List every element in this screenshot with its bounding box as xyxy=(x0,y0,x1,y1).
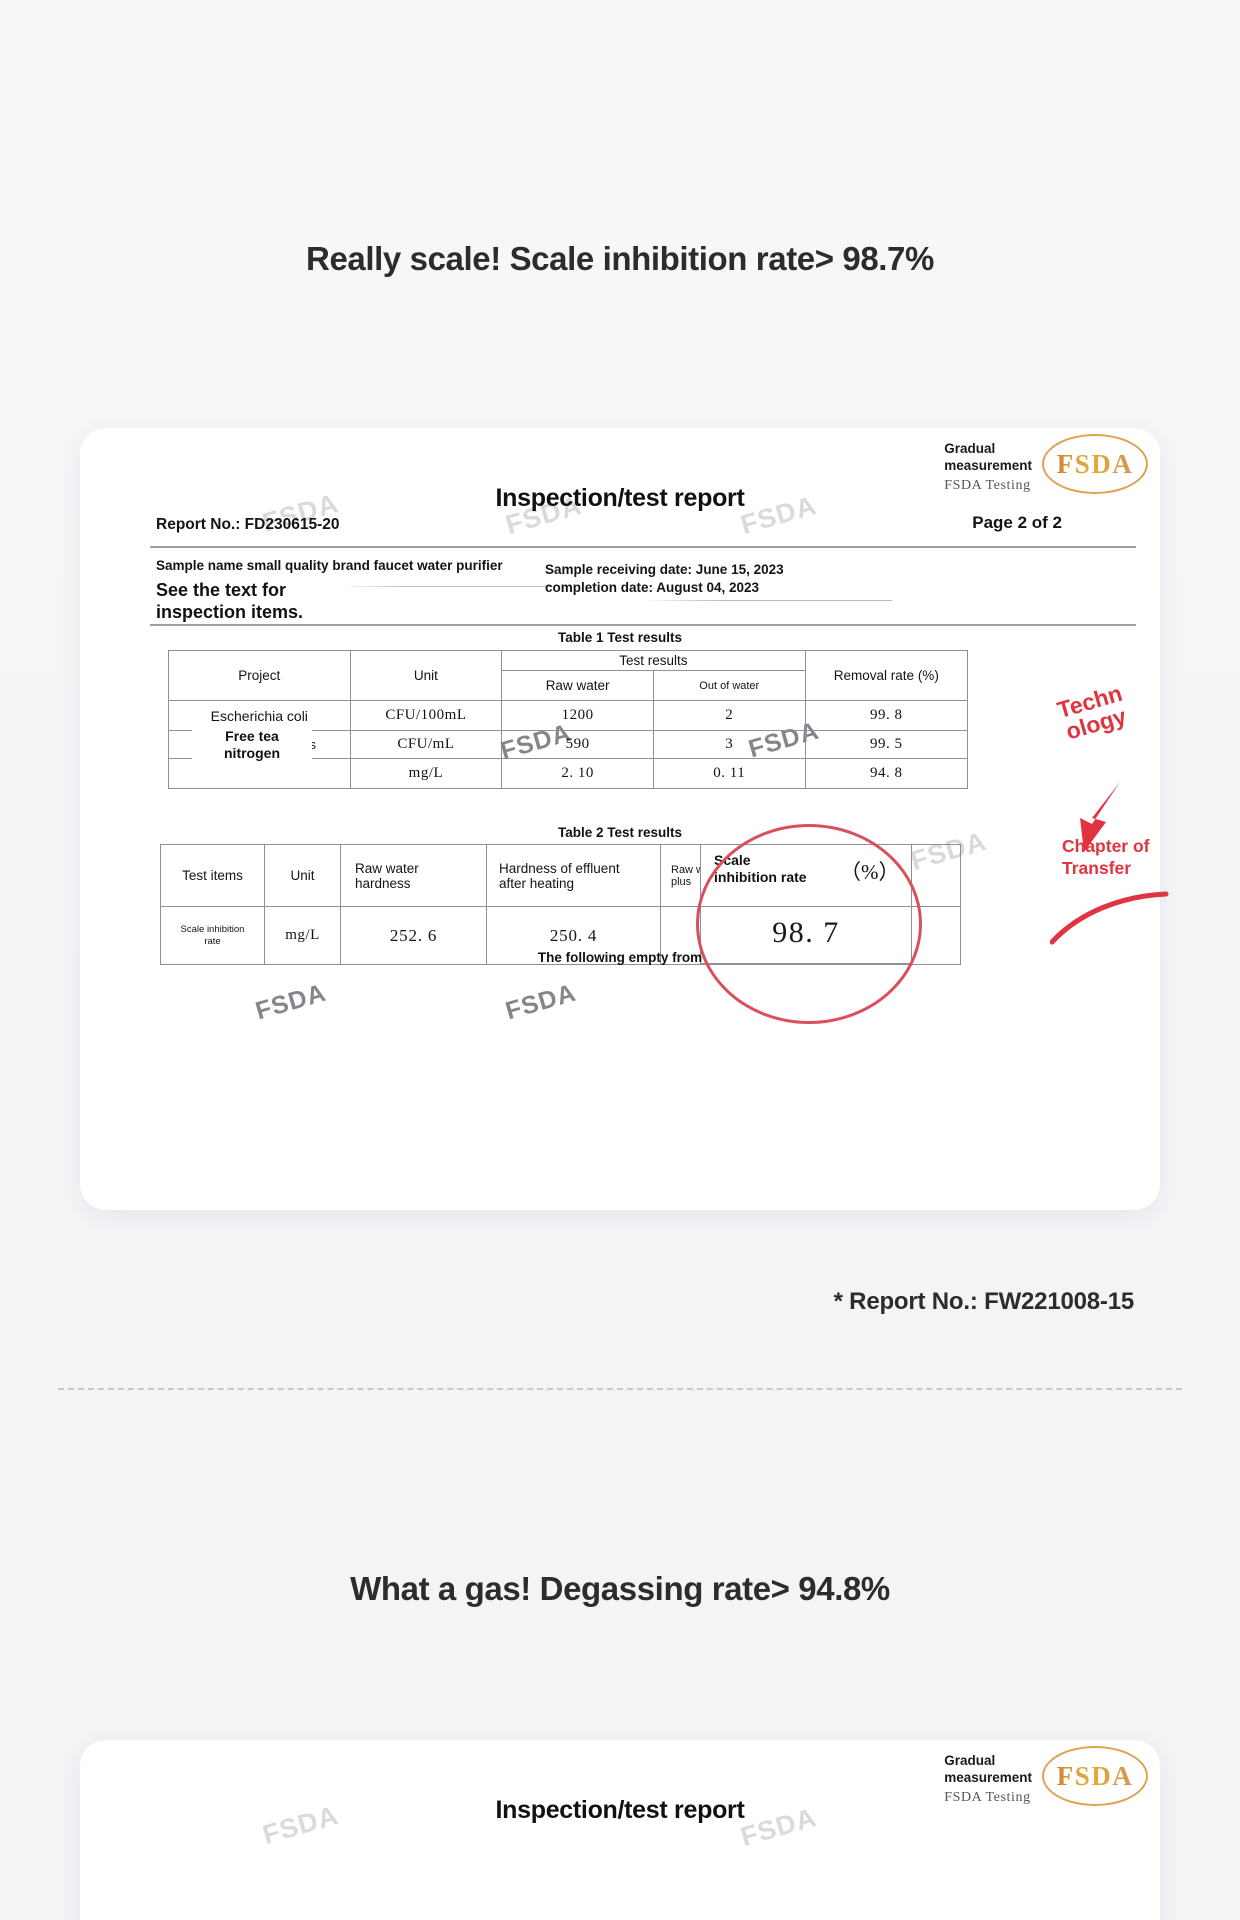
table1-caption: Table 1 Test results xyxy=(557,630,683,645)
agency-line-2: measurement xyxy=(944,458,1032,474)
watermark-fsda: FSDA xyxy=(252,978,330,1026)
note-following-empty: The following empty from xyxy=(537,950,703,965)
cell-out-of-water: 3 xyxy=(652,730,806,759)
footnote-report-number: * Report No.: FW221008-15 xyxy=(833,1288,1135,1315)
section-heading-scale-inhibition: Really scale! Scale inhibition rate> 98.… xyxy=(306,240,934,277)
th-out-of-water: Out of water xyxy=(652,670,806,701)
page-indicator: Page 2 of 2 xyxy=(972,513,1062,532)
cell-hardness-effluent: 250. 4 xyxy=(486,906,661,965)
cell-out-of-water: 2 xyxy=(652,700,806,731)
table-row: Escherichia coli CFU/100mL 1200 2 99. 8 xyxy=(168,700,969,731)
sample-name: Sample name small quality brand faucet w… xyxy=(156,558,503,573)
cell-out-of-water: 0. 11 xyxy=(652,758,806,789)
cell-raw-water: 2. 10 xyxy=(501,758,654,789)
arrow-down-icon xyxy=(1080,782,1120,852)
sample-divider xyxy=(150,624,1136,626)
inspection-items-note: See the text for inspection items. xyxy=(156,580,304,622)
agency-block-2: Gradual measurement FSDA Testing xyxy=(944,1752,1032,1806)
cell-raw-water: 590 xyxy=(501,730,654,759)
completion-date: completion date: August 04, 2023 xyxy=(545,580,760,595)
table2-caption: Table 2 Test results xyxy=(557,825,683,840)
agency-line-1: Gradual xyxy=(944,1753,996,1768)
agency-line-3: FSDA Testing xyxy=(944,1789,1031,1805)
report-document-2: FSDA FSDA Inspection/test report Gradual… xyxy=(80,1740,1160,1920)
th-test-items: Test items xyxy=(160,844,265,907)
cell-removal-rate: 99. 5 xyxy=(804,730,969,759)
header-divider xyxy=(150,546,1136,548)
cell-test-item: Scale inhibition rate xyxy=(160,906,265,965)
agency-line-1: Gradual xyxy=(944,441,996,456)
cell-project: Escherichia coli xyxy=(168,700,351,731)
th-raw-water: Raw water xyxy=(501,670,654,701)
cell-unit: mg/L xyxy=(349,758,503,789)
cell-project-blank xyxy=(168,758,351,789)
red-circle-annotation xyxy=(696,824,922,1024)
th-project: Project xyxy=(168,650,351,701)
section-divider xyxy=(58,1388,1182,1390)
receiving-date: Sample receiving date: June 15, 2023 xyxy=(545,562,784,577)
table1: Project Unit Test results Removal rate (… xyxy=(168,650,969,789)
th-unit: Unit xyxy=(349,650,503,701)
th-test-results: Test results xyxy=(501,650,806,671)
table-row: mg/L 2. 10 0. 11 94. 8 xyxy=(168,758,969,789)
fsda-logo-icon: FSDA xyxy=(1042,1746,1148,1806)
report-title-2: Inspection/test report xyxy=(495,1796,745,1824)
sample-underline xyxy=(342,586,552,588)
agency-line-2: measurement xyxy=(944,1770,1032,1786)
cell-raw-water: 1200 xyxy=(501,700,654,731)
agency-block: Gradual measurement FSDA Testing xyxy=(944,440,1032,494)
report-title: Inspection/test report xyxy=(495,484,745,512)
fsda-logo-icon: FSDA xyxy=(1042,434,1148,494)
annotation-chapter-of-transfer: Chapter of Transfer xyxy=(1062,836,1150,878)
report-document: FSDA FSDA FSDA FSDA FSDA FSDA FSDA FSDA … xyxy=(80,428,1160,1210)
report-number: Report No.: FD230615-20 xyxy=(156,516,340,533)
report-card-degassing: FSDA FSDA Inspection/test report Gradual… xyxy=(80,1740,1160,1920)
red-swoosh-decoration xyxy=(1050,891,1169,945)
th-raw-water-hardness: Raw water hardness xyxy=(340,844,487,907)
report-card-scale: FSDA FSDA FSDA FSDA FSDA FSDA FSDA FSDA … xyxy=(80,428,1160,1210)
cell-removal-rate: 99. 8 xyxy=(804,700,969,731)
overlay-free-tea-nitrogen: Free tea nitrogen xyxy=(192,728,312,762)
cell-unit: CFU/mL xyxy=(349,730,503,759)
cell-unit: CFU/100mL xyxy=(349,700,503,731)
watermark-fsda: FSDA xyxy=(502,978,580,1026)
section-heading-degassing: What a gas! Degassing rate> 94.8% xyxy=(350,1570,890,1607)
cell-raw-water-hardness: 252. 6 xyxy=(340,906,487,965)
cell-removal-rate: 94. 8 xyxy=(804,758,969,789)
dates-underline xyxy=(642,600,892,602)
table-row: Project Unit Test results Removal rate (… xyxy=(168,650,969,701)
th-hardness-effluent: Hardness of effluent after heating xyxy=(486,844,661,907)
th-unit: Unit xyxy=(264,844,341,907)
th-removal-rate: Removal rate (%) xyxy=(804,650,969,701)
agency-line-3: FSDA Testing xyxy=(944,477,1031,493)
